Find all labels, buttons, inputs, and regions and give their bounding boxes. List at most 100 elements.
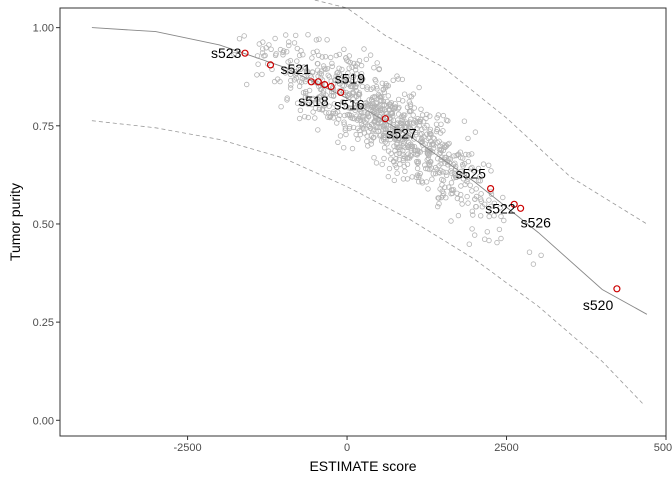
data-point [297, 107, 304, 113]
data-point [342, 127, 348, 133]
data-point [387, 103, 393, 109]
data-point [526, 249, 533, 255]
data-point [424, 131, 430, 137]
data-point [452, 160, 458, 166]
data-point [287, 85, 294, 91]
data-point [436, 195, 442, 201]
data-point [381, 134, 387, 141]
data-point [469, 164, 475, 171]
data-point [413, 129, 419, 136]
data-point [358, 73, 364, 79]
sample-label-s521: s521 [281, 61, 312, 77]
data-point [373, 101, 380, 107]
data-point [438, 194, 444, 201]
data-point [259, 71, 265, 78]
data-point [333, 73, 339, 79]
highlight-point [510, 200, 518, 208]
data-point [364, 116, 370, 123]
data-point [315, 127, 321, 133]
data-point [334, 120, 340, 126]
fit-curve-line [91, 27, 648, 315]
data-point [353, 131, 359, 138]
data-point [500, 194, 506, 201]
data-point [357, 131, 363, 138]
data-point [314, 80, 320, 86]
data-point [491, 212, 497, 219]
data-point [478, 191, 484, 197]
data-point [341, 46, 347, 52]
data-point [325, 114, 331, 120]
data-point [303, 65, 309, 72]
data-point [395, 111, 402, 117]
data-point [376, 66, 382, 72]
data-point [449, 190, 456, 196]
data-point [286, 42, 292, 49]
data-point [390, 123, 396, 129]
data-point [404, 161, 411, 167]
data-point [427, 166, 433, 173]
data-point [482, 236, 488, 242]
data-point [434, 126, 440, 133]
data-point [313, 100, 319, 107]
data-point [373, 160, 380, 166]
data-point [438, 147, 444, 154]
data-point [347, 105, 354, 112]
data-point [357, 76, 363, 83]
data-point [385, 173, 391, 180]
data-point [388, 156, 394, 162]
data-point [255, 61, 261, 67]
data-point [358, 62, 365, 69]
data-point [381, 89, 387, 95]
data-point [497, 205, 503, 211]
data-point [365, 102, 372, 109]
data-point [277, 78, 283, 85]
data-point [319, 54, 325, 60]
data-point [538, 252, 544, 258]
data-point [458, 191, 464, 198]
data-point [350, 91, 356, 97]
data-point [392, 105, 398, 111]
data-point [284, 95, 290, 101]
data-point [442, 144, 448, 150]
data-point [376, 124, 382, 130]
data-point [296, 83, 303, 90]
data-point [437, 130, 444, 136]
data-point [438, 121, 444, 127]
lower-band-line [91, 120, 644, 405]
data-point [419, 138, 426, 145]
sample-label-s516: s516 [334, 97, 365, 113]
data-point [392, 101, 398, 107]
data-point [386, 165, 393, 172]
data-point [469, 226, 475, 232]
data-point [344, 57, 350, 63]
data-point [411, 136, 417, 142]
data-point [390, 113, 396, 119]
data-point [341, 112, 348, 119]
data-point [365, 129, 372, 135]
data-point [301, 64, 307, 70]
data-point [454, 195, 461, 202]
data-point [345, 92, 351, 99]
data-point [448, 218, 454, 224]
data-point [377, 112, 383, 118]
data-point [415, 158, 421, 165]
highlight-point [307, 78, 315, 86]
data-point [325, 72, 331, 78]
data-point [356, 58, 363, 64]
data-point [396, 156, 402, 163]
data-point [425, 186, 431, 192]
data-point [316, 36, 322, 42]
data-point [337, 133, 344, 139]
data-point [378, 119, 384, 125]
data-point [361, 46, 367, 52]
data-point [402, 168, 408, 174]
data-point [443, 169, 449, 176]
data-point [488, 168, 494, 174]
data-point [433, 121, 440, 127]
data-point [467, 182, 473, 188]
data-point [468, 165, 474, 172]
x-axis-title: ESTIMATE score [309, 458, 416, 474]
data-point [473, 203, 479, 210]
data-point [384, 140, 390, 147]
